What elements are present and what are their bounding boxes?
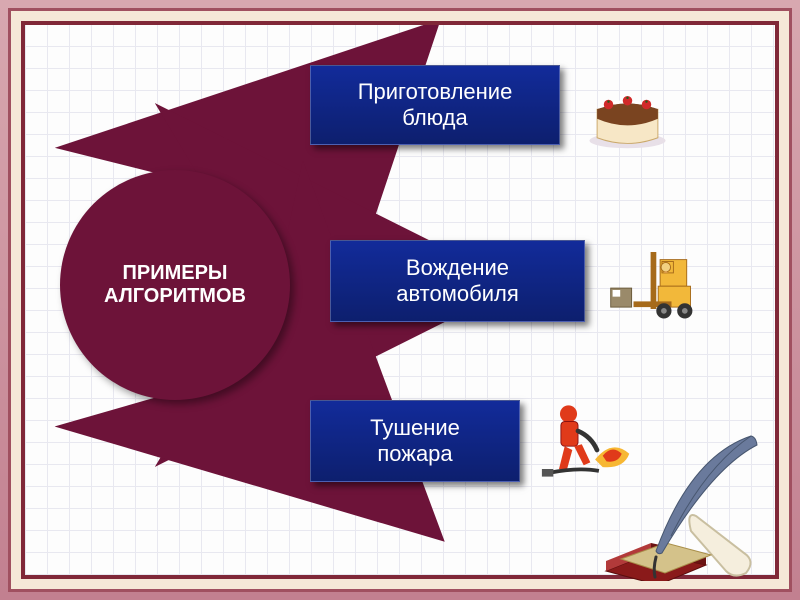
- box-label-fire: Тушение пожара: [370, 415, 460, 467]
- diagram-canvas: ПРИМЕРЫ АЛГОРИТМОВ Приготовление блюда В…: [21, 21, 779, 579]
- cake-icon: [580, 57, 675, 152]
- source-label: ПРИМЕРЫ АЛГОРИТМОВ: [104, 262, 246, 308]
- box-driving: Вождение автомобиля: [330, 240, 585, 322]
- firefighter-icon: [540, 393, 635, 488]
- mid-frame: ПРИМЕРЫ АЛГОРИТМОВ Приготовление блюда В…: [8, 8, 792, 592]
- box-label-cooking: Приготовление блюда: [358, 79, 513, 131]
- box-cooking: Приготовление блюда: [310, 65, 560, 145]
- forklift-icon: [605, 233, 700, 328]
- box-fire: Тушение пожара: [310, 400, 520, 482]
- source-circle: ПРИМЕРЫ АЛГОРИТМОВ: [60, 170, 290, 400]
- box-label-driving: Вождение автомобиля: [396, 255, 519, 307]
- outer-frame: ПРИМЕРЫ АЛГОРИТМОВ Приготовление блюда В…: [0, 0, 800, 600]
